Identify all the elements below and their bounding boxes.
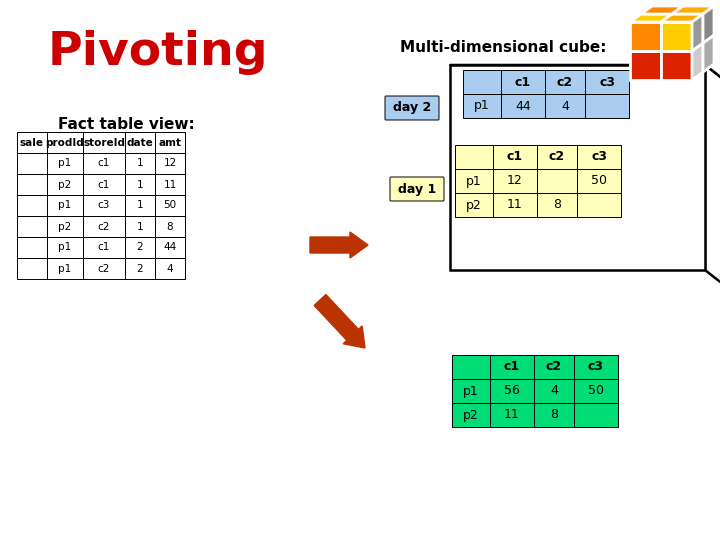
Text: 1: 1 bbox=[137, 179, 143, 190]
Bar bbox=[47, 216, 83, 237]
Polygon shape bbox=[672, 6, 714, 14]
Bar bbox=[537, 145, 577, 169]
Text: c2: c2 bbox=[549, 151, 565, 164]
Text: c2: c2 bbox=[546, 361, 562, 374]
Text: c2: c2 bbox=[98, 264, 110, 273]
Bar bbox=[155, 174, 185, 195]
Bar bbox=[630, 51, 661, 80]
Bar bbox=[155, 216, 185, 237]
Bar bbox=[17, 195, 47, 216]
Text: p1: p1 bbox=[58, 159, 71, 168]
Text: storeId: storeId bbox=[83, 138, 125, 147]
Text: p2: p2 bbox=[58, 179, 71, 190]
Bar bbox=[661, 51, 692, 80]
Bar bbox=[83, 216, 125, 237]
Bar bbox=[452, 379, 490, 403]
Bar bbox=[537, 193, 577, 217]
Bar bbox=[83, 237, 125, 258]
Text: p1: p1 bbox=[58, 264, 71, 273]
Bar bbox=[661, 22, 692, 51]
Bar bbox=[17, 132, 47, 153]
Text: prodId: prodId bbox=[45, 138, 84, 147]
Bar bbox=[17, 216, 47, 237]
Bar bbox=[47, 132, 83, 153]
Text: 12: 12 bbox=[507, 174, 523, 187]
Bar bbox=[490, 403, 534, 427]
Text: 50: 50 bbox=[588, 384, 604, 397]
Bar bbox=[17, 237, 47, 258]
Text: c3: c3 bbox=[599, 76, 615, 89]
Text: c2: c2 bbox=[557, 76, 573, 89]
Polygon shape bbox=[450, 65, 720, 87]
Bar bbox=[155, 153, 185, 174]
Bar bbox=[455, 193, 493, 217]
Polygon shape bbox=[641, 6, 683, 14]
Polygon shape bbox=[630, 14, 672, 22]
Text: c1: c1 bbox=[504, 361, 520, 374]
Polygon shape bbox=[705, 65, 720, 292]
FancyBboxPatch shape bbox=[390, 177, 444, 201]
Bar bbox=[545, 70, 585, 94]
Bar bbox=[490, 379, 534, 403]
Text: 4: 4 bbox=[167, 264, 174, 273]
Polygon shape bbox=[692, 14, 703, 51]
Text: day 1: day 1 bbox=[398, 183, 436, 195]
Bar bbox=[452, 355, 490, 379]
Text: 50: 50 bbox=[163, 200, 176, 211]
Text: 11: 11 bbox=[507, 199, 523, 212]
Bar bbox=[450, 65, 705, 270]
Bar bbox=[585, 94, 629, 118]
Bar bbox=[47, 174, 83, 195]
Polygon shape bbox=[703, 35, 714, 72]
Text: 11: 11 bbox=[163, 179, 176, 190]
Text: p2: p2 bbox=[463, 408, 479, 422]
Bar bbox=[125, 132, 155, 153]
Bar bbox=[155, 258, 185, 279]
Text: 1: 1 bbox=[137, 221, 143, 232]
Bar bbox=[501, 70, 545, 94]
Text: 44: 44 bbox=[515, 99, 531, 112]
Bar bbox=[490, 355, 534, 379]
Bar bbox=[534, 355, 574, 379]
Bar bbox=[47, 195, 83, 216]
Bar bbox=[17, 153, 47, 174]
Text: p1: p1 bbox=[463, 384, 479, 397]
Bar bbox=[493, 145, 537, 169]
Text: 11: 11 bbox=[504, 408, 520, 422]
Bar bbox=[125, 237, 155, 258]
Bar bbox=[463, 94, 501, 118]
Text: 4: 4 bbox=[550, 384, 558, 397]
Bar bbox=[537, 169, 577, 193]
Text: p2: p2 bbox=[466, 199, 482, 212]
Text: c1: c1 bbox=[98, 179, 110, 190]
Bar bbox=[125, 258, 155, 279]
Text: p1: p1 bbox=[466, 174, 482, 187]
Bar bbox=[47, 258, 83, 279]
Bar bbox=[455, 145, 493, 169]
Polygon shape bbox=[692, 43, 703, 80]
Bar bbox=[574, 355, 618, 379]
Text: 8: 8 bbox=[550, 408, 558, 422]
Bar bbox=[630, 22, 661, 51]
Text: amt: amt bbox=[158, 138, 181, 147]
Bar bbox=[577, 169, 621, 193]
Bar bbox=[17, 174, 47, 195]
Bar bbox=[83, 258, 125, 279]
Bar bbox=[83, 195, 125, 216]
Bar bbox=[574, 379, 618, 403]
Text: 1: 1 bbox=[137, 159, 143, 168]
Text: c3: c3 bbox=[591, 151, 607, 164]
Bar bbox=[125, 153, 155, 174]
Text: 4: 4 bbox=[561, 99, 569, 112]
Bar bbox=[125, 174, 155, 195]
Text: Pivoting: Pivoting bbox=[48, 30, 269, 75]
Bar bbox=[125, 195, 155, 216]
Text: 44: 44 bbox=[163, 242, 176, 253]
Text: date: date bbox=[127, 138, 153, 147]
Bar bbox=[83, 132, 125, 153]
Bar bbox=[47, 237, 83, 258]
Text: c1: c1 bbox=[98, 159, 110, 168]
Text: c2: c2 bbox=[98, 221, 110, 232]
Bar bbox=[585, 70, 629, 94]
